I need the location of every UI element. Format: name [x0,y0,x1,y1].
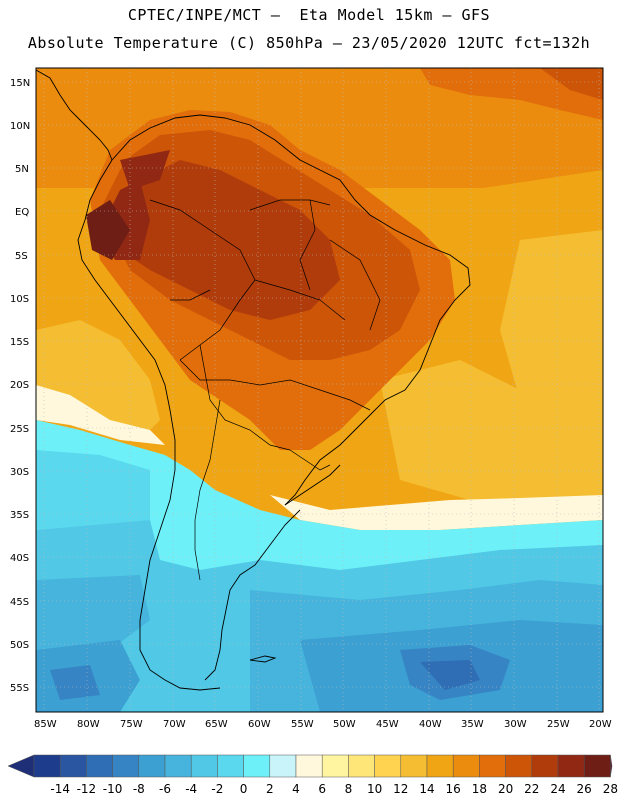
legend-swatch [583,754,611,778]
lat-label: 15S [10,337,29,348]
legend-swatch [243,754,271,778]
lat-label: 50S [10,640,29,651]
legend-label: -2 [211,782,223,796]
legend-label: 2 [266,782,274,796]
legend-swatch [374,754,402,778]
legend-swatch [321,754,349,778]
legend-label: 8 [345,782,353,796]
legend-swatch [164,754,192,778]
lat-label: EQ [15,207,29,218]
map-frame [35,67,604,713]
legend-label: 18 [472,782,487,796]
legend-label: 12 [393,782,408,796]
legend-label: -6 [159,782,171,796]
legend-label: -10 [103,782,123,796]
lon-label: 30W [504,719,527,730]
legend-label: 24 [550,782,565,796]
lat-label: 10N [10,121,30,132]
legend-swatch [33,754,61,778]
legend-swatch [112,754,140,778]
legend-swatch [190,754,218,778]
legend-swatch [426,754,454,778]
latitude-labels: 15N 10N 5N EQ 5S 10S 15S 20S 25S 30S 35S… [10,78,30,694]
legend-low-arrow [7,754,35,778]
lat-label: 45S [10,597,29,608]
lon-label: 75W [120,719,143,730]
legend-swatch [452,754,480,778]
legend-swatch [86,754,113,778]
lon-label: 25W [547,719,570,730]
legend-swatch [531,754,559,778]
legend-label: 0 [240,782,248,796]
legend-swatch [348,754,375,778]
lat-label: 10S [10,294,29,305]
legend-label: 16 [446,782,461,796]
legend-label: 28 [603,782,618,796]
title-line-2: Absolute Temperature (C) 850hPa – 23/05/… [27,34,591,52]
lat-label: 55S [10,683,29,694]
legend-label: 4 [292,782,300,796]
legend-swatch [138,754,166,778]
legend-label: -12 [77,782,97,796]
legend-swatch [295,754,323,778]
lat-label: 40S [10,553,29,564]
legend-swatch [269,754,297,778]
lat-label: 35S [10,510,29,521]
legend-label: 20 [498,782,513,796]
lat-label: 20S [10,380,29,391]
legend-swatch [505,754,533,778]
country-borders [149,199,381,581]
graticule [36,68,603,712]
legend-label: 10 [367,782,382,796]
lon-label: 20W [589,719,612,730]
lon-label: 85W [34,719,57,730]
title-line-1: CPTEC/INPE/MCT – Eta Model 15km – GFS [127,6,491,24]
lat-label: 5N [15,164,29,175]
lon-label: 60W [248,719,271,730]
lon-label: 35W [461,719,484,730]
coastlines [36,69,471,691]
legend-label: -4 [185,782,197,796]
legend-label: 14 [419,782,434,796]
lon-label: 40W [419,719,442,730]
temperature-field [36,68,603,712]
lat-label: 30S [10,467,29,478]
legend-swatch [217,754,244,778]
legend-swatch [400,754,428,778]
lon-label: 65W [205,719,228,730]
lat-label: 15N [10,78,30,89]
legend-label: -14 [50,782,70,796]
legend-label: -8 [133,782,145,796]
legend-label: 26 [577,782,592,796]
longitude-labels: 85W 80W 75W 70W 65W 60W 55W 50W 45W 40W … [34,719,612,730]
lon-label: 80W [77,719,100,730]
legend-label: 6 [318,782,326,796]
lon-label: 70W [163,719,186,730]
legend-swatch [557,754,585,778]
legend-swatch [59,754,87,778]
lon-label: 55W [291,719,314,730]
lat-label: 5S [15,251,28,262]
lon-label: 45W [376,719,399,730]
lon-label: 50W [333,719,356,730]
legend-swatch [479,754,506,778]
lat-label: 25S [10,424,29,435]
legend-label: 22 [524,782,539,796]
color-legend: -14 -12 -10 -8 -6 -4 -2 0 2 4 6 8 10 12 14 16 18 20 22 24 26… [7,754,618,796]
legend-high-arrow [610,754,613,778]
